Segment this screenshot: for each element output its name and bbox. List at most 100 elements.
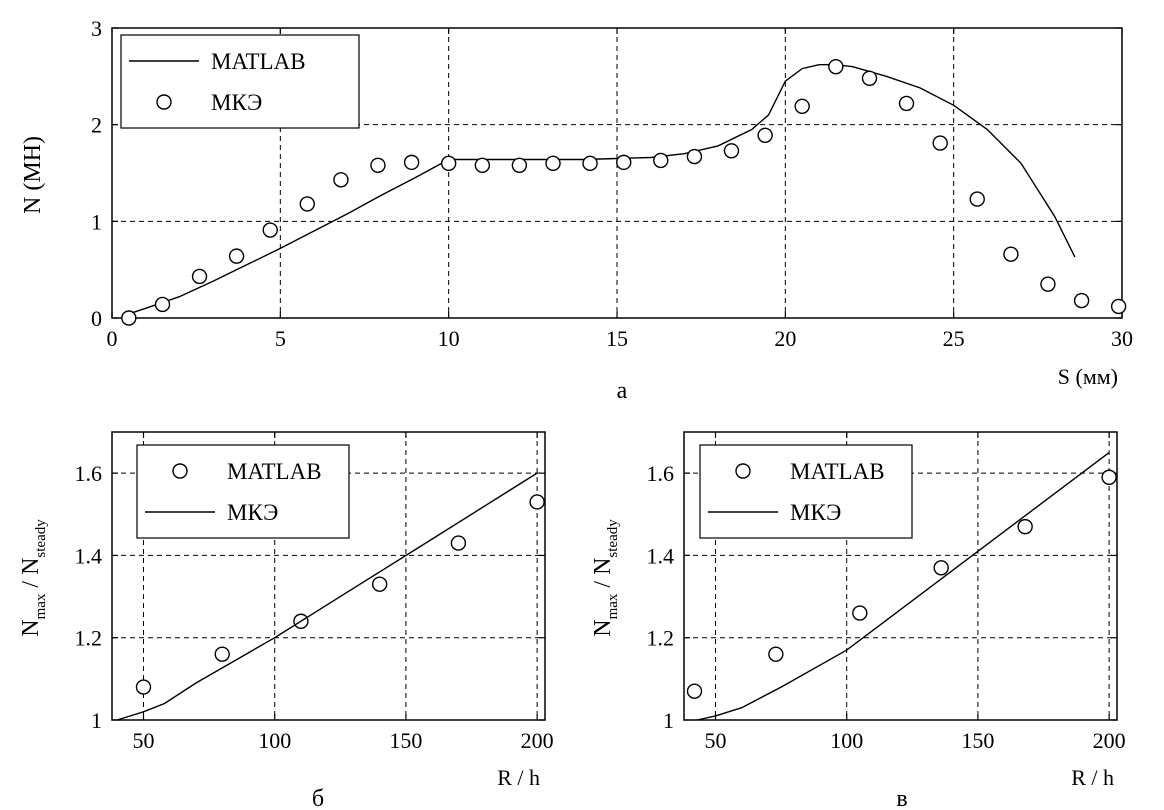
x-tick-label: 100 (258, 728, 291, 753)
x-tick-label: 150 (389, 728, 422, 753)
legend-label: MATLAB (211, 49, 306, 74)
x-tick-label: 25 (943, 326, 965, 351)
legend-box (120, 34, 360, 129)
y-axis-label-part: N (18, 619, 44, 636)
y-tick-label: 2 (91, 113, 102, 138)
data-point (933, 560, 949, 576)
x-tick-label: 200 (1093, 728, 1126, 753)
x-axis-label: R / h (497, 765, 540, 790)
data-point (828, 58, 844, 75)
y-tick-label: 1.4 (647, 543, 675, 568)
data-point (582, 155, 598, 172)
y-axis-label-part: N (590, 619, 616, 636)
x-axis-label: S (мм) (1058, 364, 1118, 389)
legend-box (699, 444, 913, 539)
legend-box (136, 444, 350, 539)
data-point (191, 268, 208, 285)
chart-panel-c: 50 100 150 200 1 1.2 1.4 1.6 MATLAB МКЭ Nmax / Nst… (590, 431, 1126, 810)
series-1 (696, 452, 1110, 721)
data-point (1003, 246, 1019, 262)
y-axis-label-part: / N (590, 558, 616, 594)
x-axis-label: R / h (1071, 765, 1114, 790)
x-tick-label: 10 (438, 326, 460, 351)
plot-frame (111, 431, 546, 721)
y-tick-label: 1 (91, 209, 102, 234)
y-axis-label: N (МН) (20, 136, 46, 214)
y-tick-label: 1.4 (75, 543, 103, 568)
legend-marker-swatch (172, 463, 188, 479)
y-axis-label: Nmax / Nsteady (590, 519, 621, 637)
data-point (228, 248, 245, 264)
data-point (969, 191, 985, 207)
data-point (371, 576, 388, 592)
y-axis-label-sub: steady (605, 519, 621, 558)
data-point (932, 135, 948, 151)
x-tick-label: 100 (830, 728, 863, 753)
data-point (852, 605, 868, 621)
data-point (616, 154, 632, 171)
data-point (121, 310, 137, 326)
grid-lines (112, 28, 1122, 318)
x-tick-label: 150 (961, 728, 994, 753)
series-line (696, 452, 1110, 721)
panel-caption: в (896, 786, 907, 810)
panel-caption: а (617, 378, 628, 404)
x-tick-label: 50 (704, 728, 726, 753)
x-tick-label: 30 (1111, 326, 1133, 351)
legend-label: МКЭ (790, 500, 841, 525)
data-point (299, 196, 315, 212)
data-point (450, 535, 467, 551)
legend-label: МКЭ (211, 90, 262, 115)
data-point (768, 646, 784, 662)
data-point (370, 157, 386, 173)
data-point (262, 222, 278, 238)
x-tick-label: 20 (774, 326, 796, 351)
data-point (757, 127, 773, 144)
legend-label: MATLAB (790, 459, 885, 484)
plot-frame (683, 431, 1118, 721)
data-point (333, 172, 349, 188)
data-point (1110, 298, 1127, 315)
data-point (440, 155, 457, 172)
x-tick-label: 50 (132, 728, 154, 753)
chart-panel-a: 0 5 10 15 20 25 30 0 1 2 3 MATLAB МКЭ N (МН) S (мм) а (20, 16, 1133, 404)
x-tick-label: 15 (606, 326, 628, 351)
x-tick-label: 0 (107, 326, 118, 351)
y-axis-label-part: / N (18, 558, 44, 594)
chart-panel-b: 50 100 150 200 1 1.2 1.4 1.6 MATLAB МКЭ Nmax / Nst… (18, 431, 554, 810)
data-point (794, 98, 810, 115)
data-point (403, 154, 420, 171)
data-point (545, 155, 561, 172)
legend-marker-swatch (156, 94, 172, 110)
data-point (511, 157, 528, 173)
data-point (723, 143, 740, 159)
x-tick-label: 200 (521, 728, 554, 753)
data-point (214, 646, 230, 662)
data-point (529, 494, 545, 510)
series-line (121, 63, 1076, 317)
series-0 (135, 494, 545, 695)
y-axis-label: Nmax / Nsteady (18, 519, 49, 637)
data-point (653, 152, 669, 169)
panel-caption: б (312, 786, 324, 810)
legend-label: МКЭ (227, 500, 278, 525)
data-point (154, 296, 171, 313)
data-point (686, 683, 703, 699)
series-1 (116, 472, 538, 721)
y-tick-label: 1.2 (647, 626, 675, 651)
y-tick-label: 0 (91, 306, 102, 331)
y-tick-label: 1.6 (647, 461, 675, 486)
data-point (474, 157, 491, 173)
legend: MATLAB МКЭ (699, 444, 913, 539)
data-point (898, 95, 915, 112)
data-point (861, 70, 878, 86)
y-tick-label: 3 (91, 16, 102, 41)
series-1 (121, 58, 1127, 326)
data-point (1017, 518, 1033, 535)
data-point (1101, 469, 1117, 485)
legend-marker-swatch (735, 463, 751, 479)
data-point (135, 679, 152, 695)
series-line (116, 472, 538, 721)
y-tick-label: 1.2 (75, 626, 103, 651)
